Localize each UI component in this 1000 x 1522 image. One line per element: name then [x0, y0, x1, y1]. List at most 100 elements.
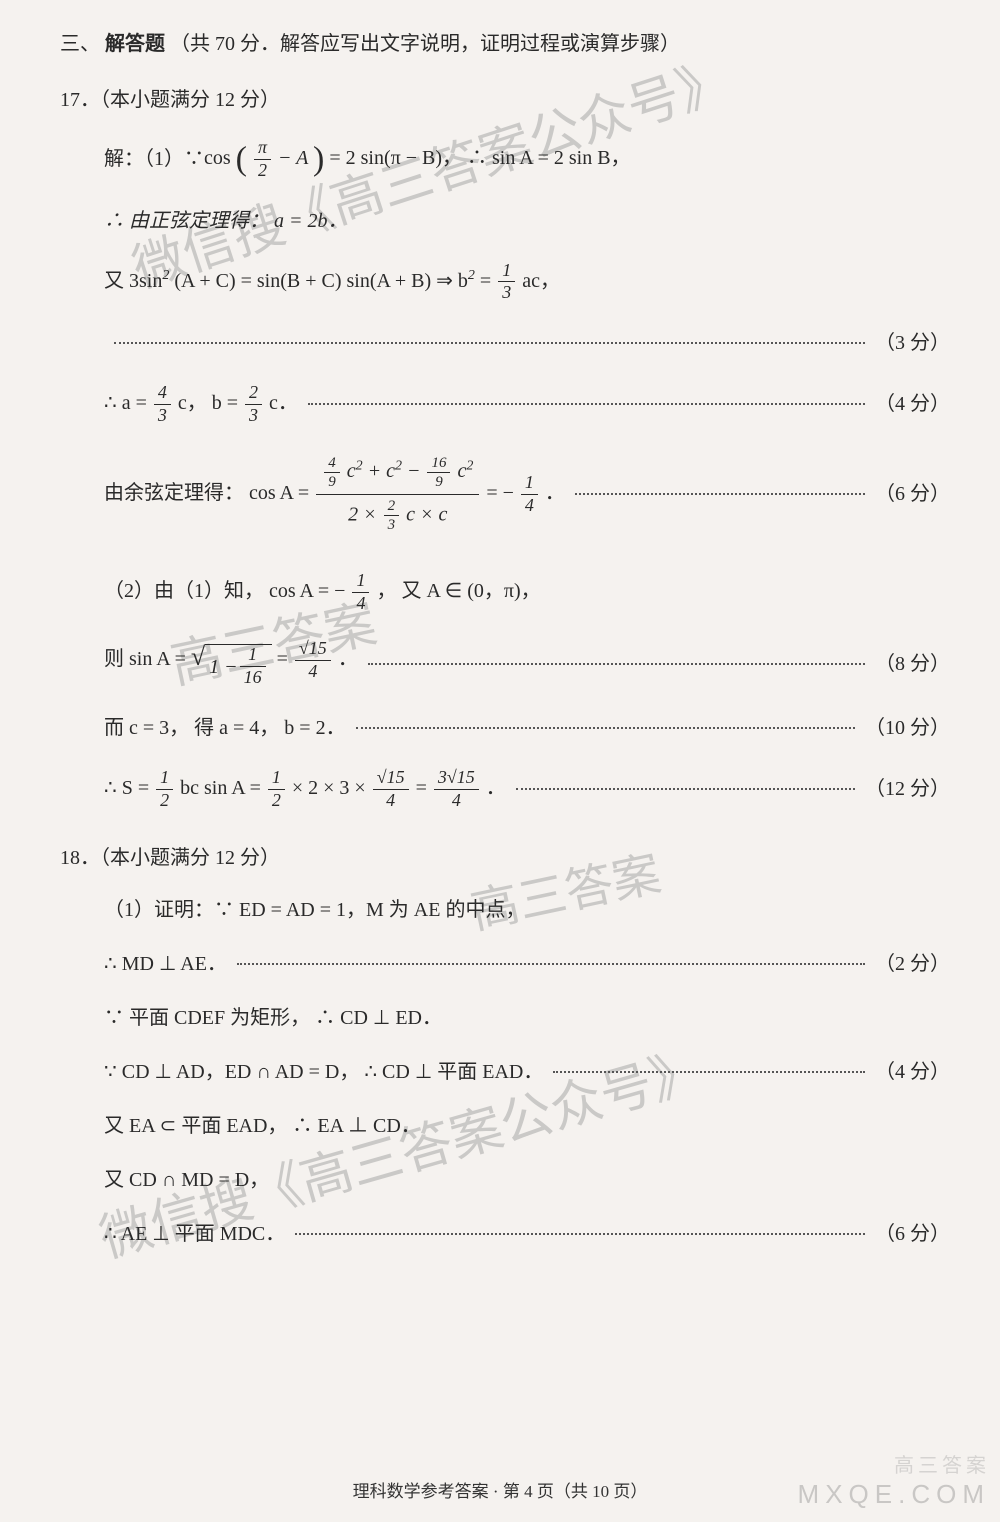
t: bc sin A =: [180, 777, 266, 799]
t: ∵ 平面 CDEF 为矩形， ∴ CD ⊥ ED．: [104, 1004, 442, 1032]
t: =: [480, 269, 496, 291]
score-3: （3 分）: [875, 329, 950, 357]
q17-l1-a: 解：（1）∵: [104, 145, 204, 173]
t: ∴ S =: [104, 777, 154, 799]
t: 由余弦定理得： cos A =: [104, 482, 314, 504]
t: 4: [373, 790, 409, 811]
t: ．: [486, 777, 506, 799]
score-10: （10 分）: [865, 714, 950, 742]
t: ， 又 A ∈ (0，π)，: [376, 580, 540, 602]
t: 9: [427, 473, 450, 491]
dot-leader: [295, 1233, 865, 1235]
score-6: （6 分）: [875, 480, 950, 508]
t: 1: [268, 768, 285, 790]
t: 1: [352, 571, 369, 593]
dot-leader: [553, 1071, 865, 1073]
t: 1: [521, 473, 538, 495]
q17-line4: ∴ a = 43 c， b = 23 c． （4 分）: [60, 383, 950, 426]
t: ∵ CD ⊥ AD，ED ∩ AD = D， ∴ CD ⊥ 平面 EAD．: [104, 1058, 543, 1086]
dot-leader: [308, 403, 865, 405]
t: =: [277, 648, 293, 670]
frac-num: π: [254, 138, 271, 160]
dot-leader: [368, 663, 865, 665]
t: 4: [295, 661, 331, 682]
t: = −: [486, 482, 519, 504]
t: 2: [162, 268, 169, 283]
t: 4: [434, 790, 479, 811]
t: 4: [521, 495, 538, 516]
t: ∴ MD ⊥ AE．: [104, 950, 227, 978]
t: 又 CD ∩ MD = D，: [104, 1166, 269, 1194]
t: 4: [352, 593, 369, 614]
q17-line7: 则 sin A = √ 1 − 116 = √154 ． （8 分）: [60, 639, 950, 687]
q17-l1-mid: − A: [278, 147, 308, 169]
q17-line8: 而 c = 3， 得 a = 4， b = 2． （10 分）: [60, 714, 950, 742]
t: 又 EA ⊂ 平面 EAD， ∴ EA ⊥ CD．: [104, 1112, 421, 1140]
q17-line5: 由余弦定理得： cos A = 49 c2 + c2 − 169 c2 2 × …: [60, 452, 950, 537]
score-6b: （6 分）: [875, 1220, 950, 1248]
q18-line3: ∵ 平面 CDEF 为矩形， ∴ CD ⊥ ED．: [60, 1004, 950, 1032]
t: c．: [269, 392, 298, 414]
section-header: 三、 解答题 （共 70 分．解答应写出文字说明，证明过程或演算步骤）: [60, 30, 950, 58]
t: 2: [468, 268, 475, 283]
q18-header: 18．（本小题满分 12 分）: [60, 844, 950, 872]
q17-score3-row: （3 分）: [60, 329, 950, 357]
t: 4: [324, 455, 340, 474]
t: 3√15: [434, 768, 479, 790]
section-title-bold: 解答题: [105, 33, 165, 55]
t: c， b =: [178, 392, 243, 414]
t: × 2 × 3 ×: [292, 777, 371, 799]
t: 1: [156, 768, 173, 790]
dot-leader: [356, 727, 855, 729]
score-2: （2 分）: [875, 950, 950, 978]
t: 2: [268, 790, 285, 811]
t: 2: [156, 790, 173, 811]
t: 3: [498, 282, 515, 303]
q18-line4: ∵ CD ⊥ AD，ED ∩ AD = D， ∴ CD ⊥ 平面 EAD． （4…: [60, 1058, 950, 1086]
q18-line7: ∴ AE ⊥ 平面 MDC． （6 分）: [60, 1220, 950, 1248]
q18-line2: ∴ MD ⊥ AE． （2 分）: [60, 950, 950, 978]
q17-line3: 又 3sin2 (A + C) = sin(B + C) sin(A + B) …: [60, 261, 950, 304]
t: 而 c = 3， 得 a = 4， b = 2．: [104, 714, 346, 742]
t: ．: [545, 482, 565, 504]
q17-l1-fn: cos: [204, 147, 231, 169]
t: 3: [384, 516, 400, 534]
score-4b: （4 分）: [875, 1058, 950, 1086]
q17-header: 17．（本小题满分 12 分）: [60, 86, 950, 114]
q17-l1-rhs: = 2 sin(π − B)， ∴ sin A = 2 sin B，: [329, 147, 630, 169]
q17-l2: ∴ 由正弦定理得： a = 2b．: [104, 207, 348, 235]
t: 4: [154, 383, 171, 405]
section-title-rest: （共 70 分．解答应写出文字说明，证明过程或演算步骤）: [170, 33, 680, 55]
t: =: [416, 777, 432, 799]
t: 2: [384, 498, 400, 517]
t: 1: [240, 645, 266, 667]
score-12: （12 分）: [865, 775, 950, 803]
section-number: 三、: [60, 33, 100, 55]
dot-leader: [575, 493, 865, 495]
t: （1）证明：∵ ED = AD = 1，M 为 AE 的中点，: [104, 896, 525, 924]
score-8: （8 分）: [875, 650, 950, 678]
dot-leader: [516, 788, 855, 790]
t: (A + C) = sin(B + C) sin(A + B) ⇒ b: [174, 269, 468, 291]
t: ∴ AE ⊥ 平面 MDC．: [104, 1220, 285, 1248]
t: ∴ a =: [104, 392, 152, 414]
q17-line1: 解：（1）∵ cos ( π2 − A ) = 2 sin(π − B)， ∴ …: [60, 138, 950, 181]
t: 1: [498, 261, 515, 283]
frac-den: 2: [254, 160, 271, 181]
corner-watermark: MXQE.COM: [798, 1476, 990, 1512]
t: √15: [373, 768, 409, 790]
t: ac，: [522, 269, 560, 291]
t: 3: [245, 405, 262, 426]
t: √15: [295, 639, 331, 661]
t: 又 3sin: [104, 269, 162, 291]
q17-line6: （2）由（1）知， cos A = − 14 ， 又 A ∈ (0，π)，: [60, 571, 950, 614]
t: 则 sin A =: [104, 648, 191, 670]
q18-line1: （1）证明：∵ ED = AD = 1，M 为 AE 的中点，: [60, 896, 950, 924]
dot-leader: [237, 963, 865, 965]
t: ．: [338, 648, 358, 670]
q18-line6: 又 CD ∩ MD = D，: [60, 1166, 950, 1194]
score-4: （4 分）: [875, 390, 950, 418]
q18-line5: 又 EA ⊂ 平面 EAD， ∴ EA ⊥ CD．: [60, 1112, 950, 1140]
t: 2: [245, 383, 262, 405]
t: 16: [240, 667, 266, 688]
